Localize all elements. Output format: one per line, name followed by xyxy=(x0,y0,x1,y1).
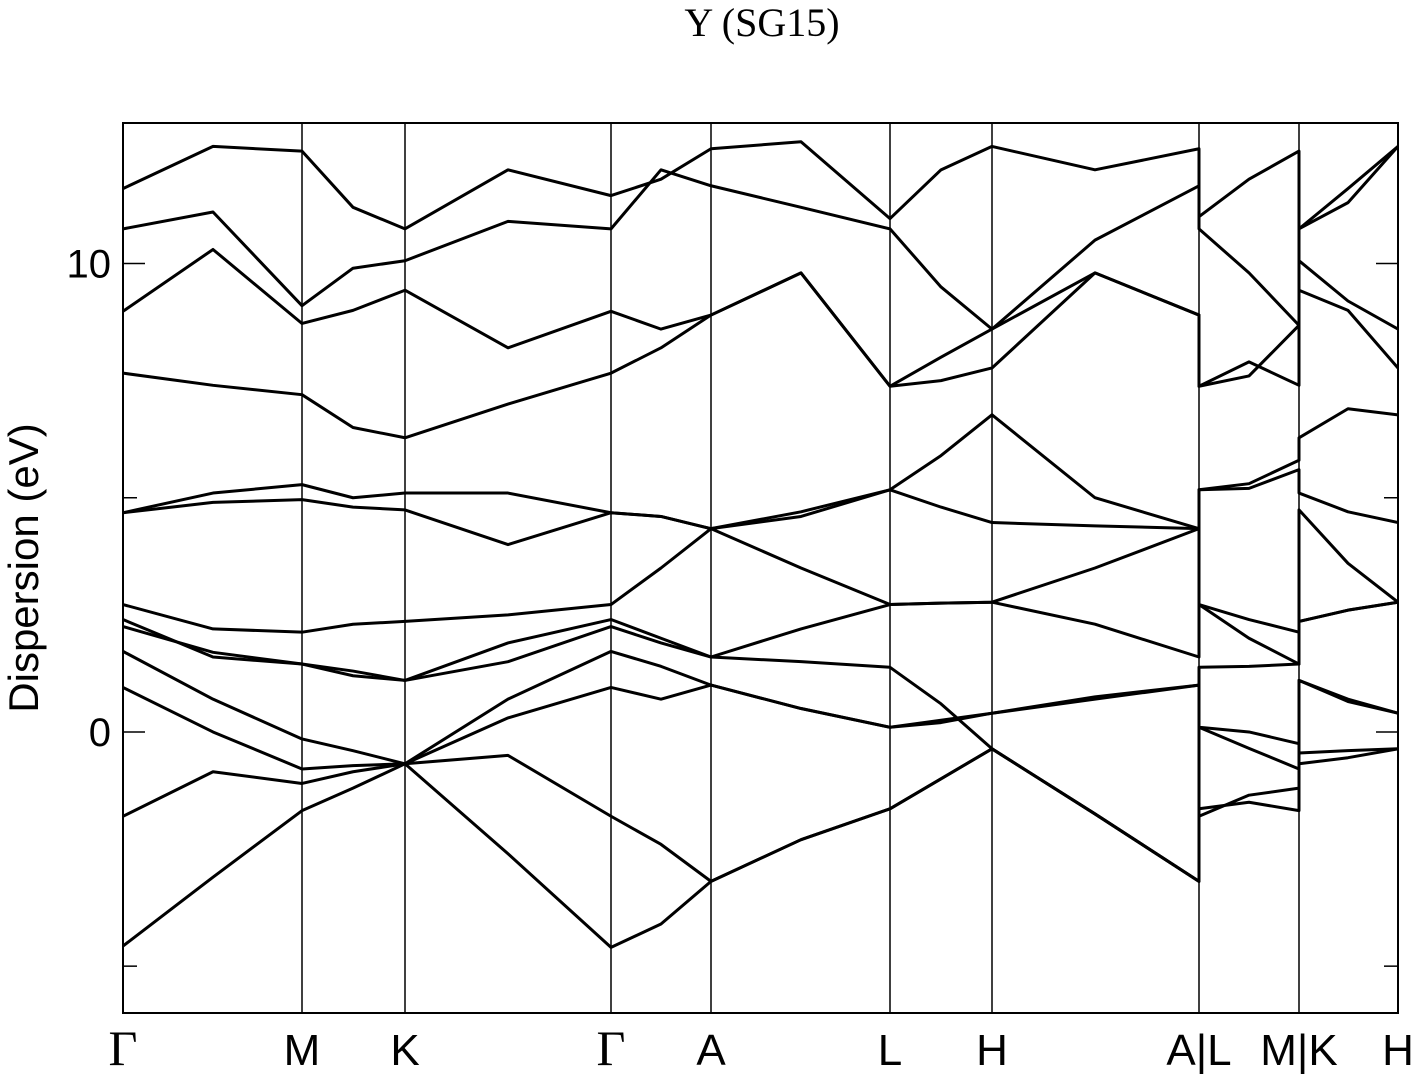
band xyxy=(123,508,1398,634)
x-tick-label: K xyxy=(390,1026,419,1075)
x-tick-label: Γ xyxy=(109,1020,138,1076)
chart-title: Y (SG15) xyxy=(684,0,839,45)
band xyxy=(123,407,1398,531)
band xyxy=(123,468,1398,547)
x-tick-label: L xyxy=(878,1026,902,1075)
band xyxy=(123,600,1398,883)
x-tick-label: H xyxy=(976,1026,1008,1075)
x-tick-label: A|L xyxy=(1166,1026,1231,1075)
x-tick-label: M|K xyxy=(1260,1026,1337,1075)
y-tick-label: 0 xyxy=(89,711,111,755)
band xyxy=(123,145,1398,331)
band xyxy=(123,649,1398,766)
x-tick-label: M xyxy=(284,1026,321,1075)
band xyxy=(123,678,1398,771)
band xyxy=(123,747,1398,949)
band xyxy=(123,247,1398,388)
band xyxy=(123,747,1398,883)
x-tick-label: H xyxy=(1382,1026,1414,1075)
band xyxy=(123,140,1398,231)
x-tick-label: A xyxy=(696,1026,726,1075)
y-tick-label: 10 xyxy=(67,243,112,287)
band xyxy=(123,600,1398,682)
plot-frame xyxy=(122,122,1399,1014)
x-tick-label: Γ xyxy=(597,1020,626,1076)
bands xyxy=(123,140,1398,949)
y-axis-label: Dispersion (eV) xyxy=(0,423,47,712)
